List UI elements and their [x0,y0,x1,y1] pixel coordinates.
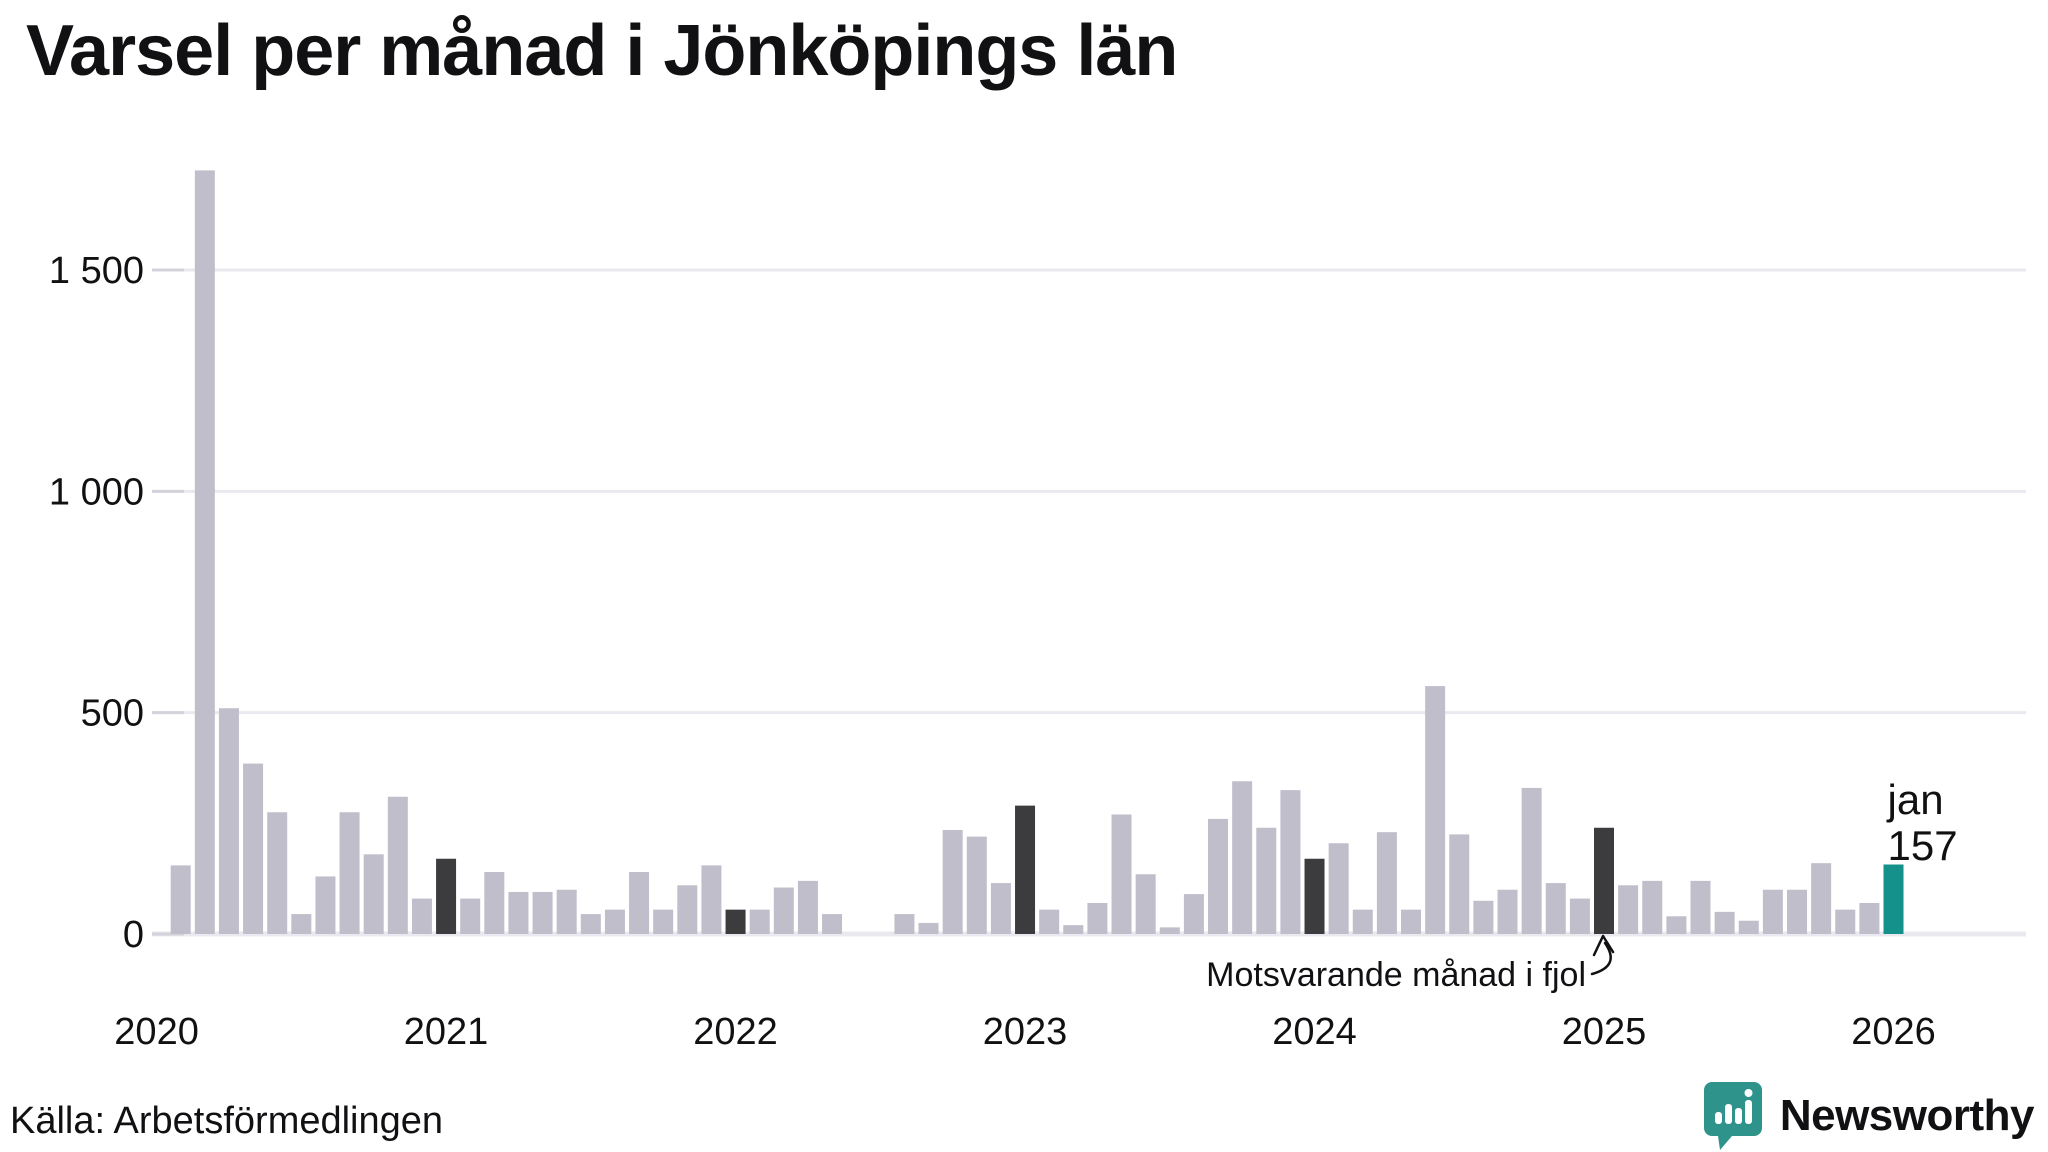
bar-aug-2024 [1473,900,1494,934]
bar-dec-2025 [1859,903,1880,934]
y-tick-label-500: 500 [81,693,144,735]
bar-mar-2021 [484,872,505,934]
bar-feb-2020 [170,865,191,934]
bar-okt-2023 [1232,781,1253,934]
bar-mar-2022 [773,887,794,934]
bar-jan-2026 [1883,864,1904,934]
bar-jun-2021 [556,889,577,934]
bar-sep-2022 [918,922,939,934]
x-tick-label-2020: 2020 [114,1011,199,1053]
bar-mar-2024 [1352,909,1373,934]
x-tick-label-2024: 2024 [1272,1011,1357,1053]
bar-sep-2024 [1497,889,1518,934]
bar-jun-2020 [267,812,288,934]
bar-dec-2022 [990,883,1011,934]
newsworthy-logo-icon [1703,1082,1762,1150]
bar-nov-2020 [387,796,408,934]
x-tick-label-2025: 2025 [1562,1011,1647,1053]
bar-sep-2025 [1787,889,1808,934]
bar-feb-2024 [1328,843,1349,934]
bar-mar-2020 [194,170,215,934]
bar-maj-2025 [1690,880,1711,934]
bar-jan-2025 [1594,827,1615,934]
annotation-arrow [1590,941,1612,976]
bar-feb-2022 [749,909,770,934]
bar-dec-2021 [701,865,722,934]
bar-nov-2023 [1256,827,1277,934]
bar-jan-2022 [725,909,746,934]
annotation-arrowhead [1592,934,1615,957]
logo-bars-glyph [1714,1089,1753,1124]
y-tick-label-0: 0 [123,914,144,956]
bar-apr-2021 [508,891,529,934]
bar-mar-2025 [1642,880,1663,934]
logo-bubble-shape [1703,1082,1762,1150]
bar-okt-2025 [1811,863,1832,934]
bar-nov-2025 [1835,909,1856,934]
current-value-label: 157 [1888,822,1958,869]
bar-jun-2024 [1425,686,1446,934]
bar-dec-2023 [1280,790,1301,934]
bar-sep-2020 [339,812,360,934]
bar-aug-2020 [315,876,336,934]
bar-maj-2022 [822,914,843,934]
x-tick-label-2026: 2026 [1851,1011,1936,1053]
bar-feb-2023 [1039,909,1060,934]
bar-aug-2021 [604,909,625,934]
bar-apr-2025 [1666,916,1687,934]
y-tick-label-1000: 1 000 [49,471,144,513]
bar-jul-2023 [1159,927,1180,934]
annotation-label: Motsvarande månad i fjol [1206,956,1586,994]
bar-maj-2024 [1401,909,1422,934]
newsworthy-brand: Newsworthy [1702,1080,2035,1152]
bar-mar-2023 [1063,925,1084,934]
bar-maj-2023 [1111,814,1132,934]
y-tick-label-1500: 1 500 [49,250,144,292]
bar-apr-2022 [797,880,818,934]
bar-nov-2024 [1545,883,1566,934]
bar-jul-2020 [291,914,312,934]
bar-jan-2021 [436,858,457,934]
bar-feb-2025 [1618,885,1639,934]
bar-jun-2025 [1714,911,1735,934]
x-tick-label-2021: 2021 [404,1011,489,1053]
bar-jun-2023 [1135,874,1156,934]
bar-feb-2021 [460,898,481,934]
x-tick-label-2022: 2022 [693,1011,778,1053]
source-note: Källa: Arbetsförmedlingen [10,1100,444,1142]
bar-nov-2022 [966,836,987,934]
bar-sep-2023 [1208,818,1229,934]
bar-jan-2023 [1015,805,1036,934]
bar-okt-2024 [1521,787,1542,934]
bar-maj-2021 [532,891,553,934]
bar-okt-2021 [653,909,674,934]
bar-apr-2020 [218,708,239,934]
bar-jul-2024 [1449,834,1470,934]
bar-maj-2020 [243,763,264,934]
bar-aug-2025 [1762,889,1783,934]
bar-apr-2024 [1376,832,1397,934]
current-month-label: jan [1886,776,1944,823]
bar-jan-2024 [1304,858,1325,934]
page-title: Varsel per månad i Jönköpings län [26,11,1178,91]
bar-dec-2024 [1569,898,1590,934]
bar-jul-2021 [580,914,601,934]
bar-aug-2022 [894,914,915,934]
bar-okt-2022 [942,829,963,934]
bar-apr-2023 [1087,903,1108,934]
x-tick-label-2023: 2023 [983,1011,1068,1053]
bar-jul-2025 [1738,920,1759,934]
bar-nov-2021 [677,885,698,934]
bar-okt-2020 [363,854,384,934]
bar-sep-2021 [629,872,650,934]
bar-aug-2023 [1183,894,1204,934]
newsworthy-wordmark: Newsworthy [1779,1091,2035,1140]
bar-dec-2020 [411,898,432,934]
